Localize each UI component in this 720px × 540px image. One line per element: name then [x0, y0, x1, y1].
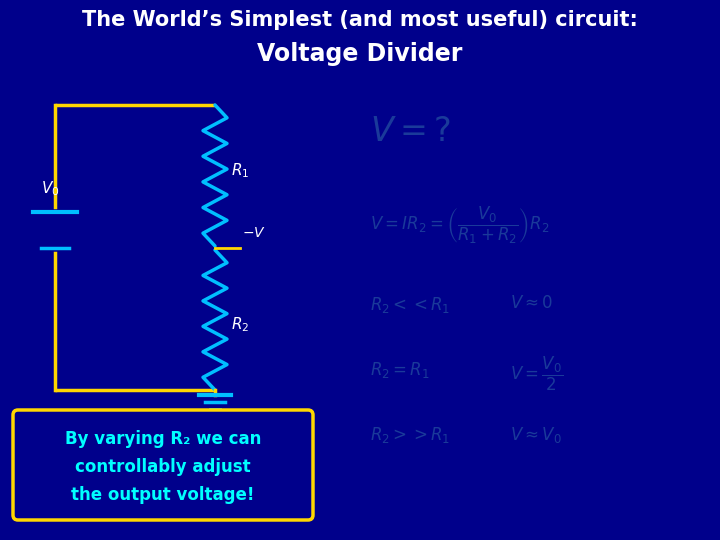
Text: $-V$: $-V$: [242, 226, 266, 240]
Text: the output voltage!: the output voltage!: [71, 486, 255, 504]
Text: The World’s Simplest (and most useful) circuit:: The World’s Simplest (and most useful) c…: [82, 10, 638, 30]
Text: controllably adjust: controllably adjust: [75, 458, 251, 476]
Text: $R_2$: $R_2$: [231, 316, 249, 334]
Text: $R_1$: $R_1$: [231, 161, 249, 180]
Text: $V\approx V_0$: $V\approx V_0$: [510, 425, 562, 445]
Text: $V_0$: $V_0$: [41, 179, 59, 198]
Text: $R_2 = R_1$: $R_2 = R_1$: [370, 360, 430, 380]
FancyBboxPatch shape: [13, 410, 313, 520]
Text: Voltage Divider: Voltage Divider: [257, 42, 463, 66]
Text: $V = \dfrac{V_0}{2}$: $V = \dfrac{V_0}{2}$: [510, 355, 563, 393]
Text: By varying R₂ we can: By varying R₂ we can: [65, 430, 261, 448]
Text: $R_2 >> R_1$: $R_2 >> R_1$: [370, 425, 450, 445]
Text: $V = IR_2 = \left(\dfrac{V_0}{R_1+R_2}\right)R_2$: $V = IR_2 = \left(\dfrac{V_0}{R_1+R_2}\r…: [370, 205, 549, 246]
Text: $V = ?$: $V = ?$: [370, 115, 451, 148]
Text: $R_2 << R_1$: $R_2 << R_1$: [370, 295, 450, 315]
Text: $V\approx 0$: $V\approx 0$: [510, 295, 553, 312]
